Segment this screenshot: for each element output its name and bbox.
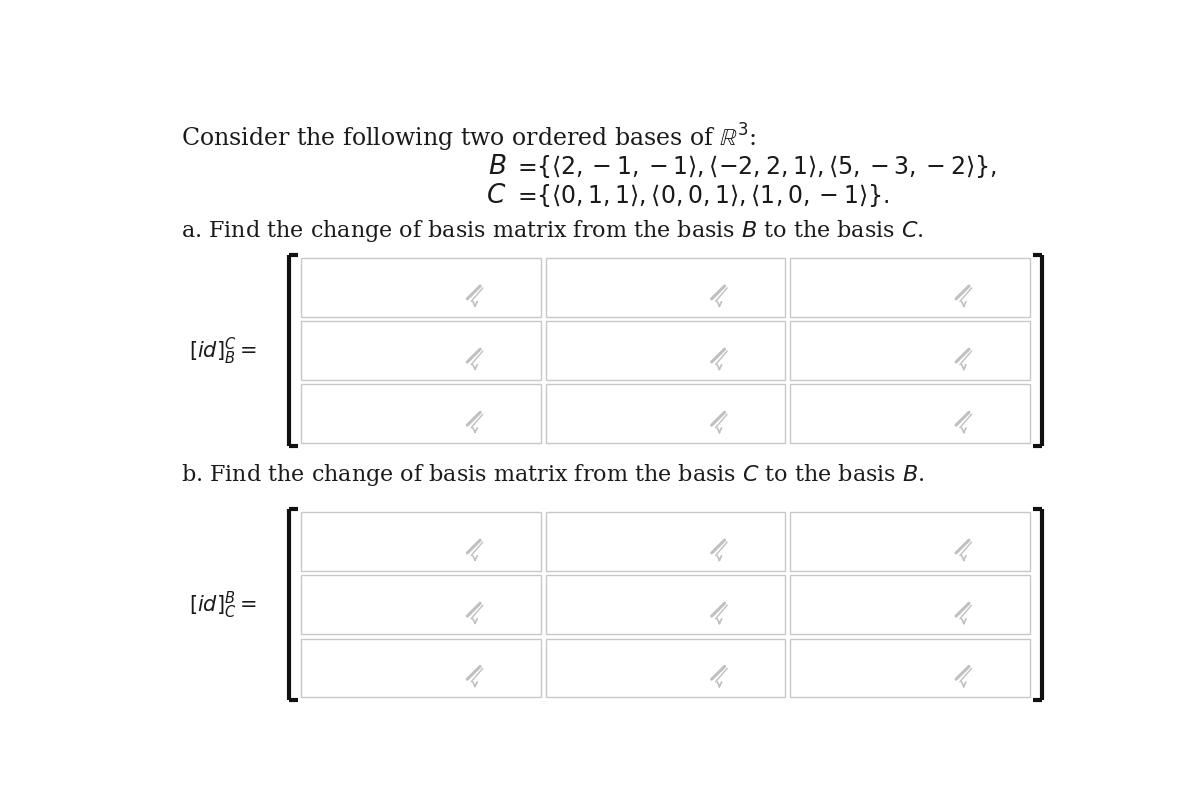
- Text: b. Find the change of basis matrix from the basis $\mathit{C}$ to the basis $\ma: b. Find the change of basis matrix from …: [181, 461, 925, 487]
- Text: $[id]^C_B =$: $[id]^C_B =$: [188, 336, 257, 367]
- Text: $\{\langle 2, -1, -1\rangle, \langle{-2}, 2, 1\rangle, \langle 5, -3, -2\rangle\: $\{\langle 2, -1, -1\rangle, \langle{-2}…: [536, 153, 996, 180]
- Bar: [790, 385, 1030, 444]
- Bar: [790, 322, 1030, 380]
- Text: Consider the following two ordered bases of $\mathbb{R}^3$:: Consider the following two ordered bases…: [181, 122, 756, 154]
- Text: $=$: $=$: [512, 155, 536, 178]
- Text: $=$: $=$: [512, 184, 536, 208]
- Bar: [546, 322, 785, 380]
- Bar: [546, 576, 785, 634]
- Bar: [546, 513, 785, 571]
- Bar: [301, 576, 541, 634]
- Bar: [301, 259, 541, 317]
- Bar: [301, 385, 541, 444]
- Bar: [546, 259, 785, 317]
- Bar: [301, 322, 541, 380]
- Bar: [301, 513, 541, 571]
- Bar: [790, 513, 1030, 571]
- Bar: [301, 639, 541, 697]
- Text: $\mathit{C}$: $\mathit{C}$: [486, 183, 506, 208]
- Bar: [790, 259, 1030, 317]
- Text: $[id]^B_C =$: $[id]^B_C =$: [188, 590, 257, 620]
- Bar: [546, 639, 785, 697]
- Bar: [546, 385, 785, 444]
- Text: a. Find the change of basis matrix from the basis $\mathit{B}$ to the basis $\ma: a. Find the change of basis matrix from …: [181, 217, 924, 243]
- Text: $\{\langle 0, 1, 1\rangle, \langle 0, 0, 1\rangle, \langle 1, 0, -1\rangle\}.$: $\{\langle 0, 1, 1\rangle, \langle 0, 0,…: [536, 182, 889, 209]
- Bar: [790, 576, 1030, 634]
- Text: $\mathit{B}$: $\mathit{B}$: [488, 154, 506, 179]
- Bar: [790, 639, 1030, 697]
